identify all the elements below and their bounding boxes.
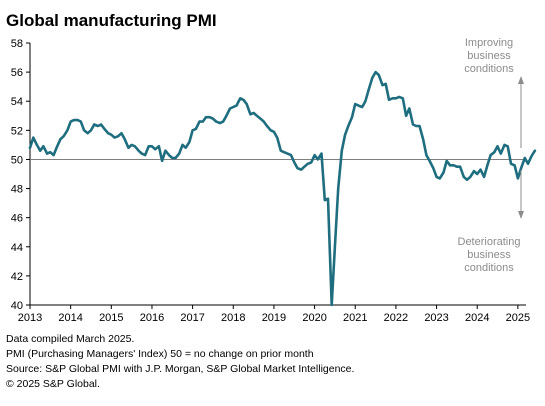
y-tick-label: 50: [11, 154, 23, 166]
x-tick-label: 2013: [18, 312, 42, 324]
footnote-copyright: © 2025 S&P Global.: [6, 378, 100, 390]
x-tick-label: 2024: [465, 312, 489, 324]
chart-title: Global manufacturing PMI: [6, 11, 217, 30]
y-tick-label: 46: [11, 213, 23, 225]
plot-area: 40 42 44 46 48 50 52 54 56 58 2013 2014 2015 2016 2017…: [11, 37, 537, 324]
y-tick-label: 44: [11, 242, 23, 254]
footnotes: Data compiled March 2025. PMI (Purchasin…: [6, 332, 354, 392]
footnote-source: Source: S&P Global PMI with J.P. Morgan,…: [6, 363, 355, 375]
annotation-deteriorating-text: business: [467, 249, 511, 261]
x-tick-label: 2025: [506, 312, 530, 324]
x-tick-label: 2021: [343, 312, 367, 324]
arrow-up-icon: [518, 76, 524, 84]
x-tick-label: 2023: [424, 312, 448, 324]
y-tick-label: 40: [11, 300, 23, 312]
y-tick-label: 42: [11, 271, 23, 283]
y-tick-label: 56: [11, 67, 23, 79]
annotation-deteriorating-text: conditions: [464, 262, 514, 274]
x-tick-label: 2014: [58, 312, 82, 324]
annotation-improving-text: business: [467, 50, 511, 62]
annotation-improving-text: conditions: [464, 63, 514, 75]
x-tick-label: 2016: [140, 312, 164, 324]
y-tick-label: 58: [11, 38, 23, 50]
arrow-down-icon: [518, 211, 524, 219]
annotation-deteriorating-text: Deteriorating: [458, 236, 521, 248]
y-tick-label: 52: [11, 125, 23, 137]
x-tick-label: 2022: [384, 312, 408, 324]
x-tick-label: 2019: [262, 312, 286, 324]
pmi-chart: Global manufacturing PMI 40 42 44 46 48 50 52 5…: [6, 11, 537, 324]
footnote-pmi-definition: PMI (Purchasing Managers' Index) 50 = no…: [6, 348, 314, 360]
annotation-improving-text: Improving: [465, 37, 513, 49]
x-tick-label: 2018: [221, 312, 245, 324]
series-line-0: [28, 70, 537, 307]
x-tick-label: 2020: [302, 312, 326, 324]
footnote-data-compiled: Data compiled March 2025.: [6, 333, 135, 345]
x-tick-label: 2015: [99, 312, 123, 324]
x-tick-label: 2017: [180, 312, 204, 324]
y-tick-label: 48: [11, 184, 23, 196]
y-tick-label: 54: [11, 96, 23, 108]
